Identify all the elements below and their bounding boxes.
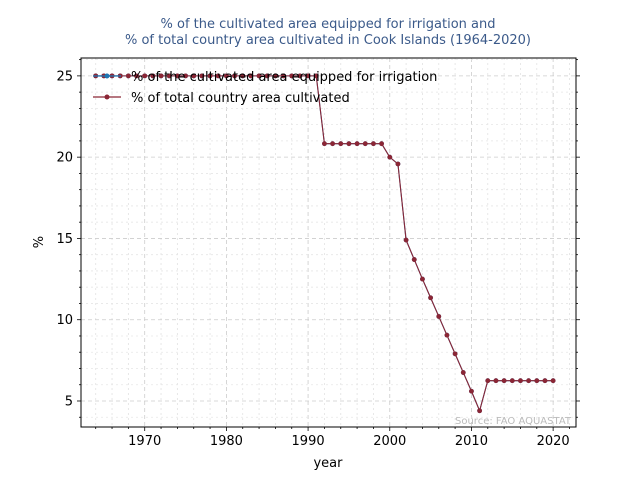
grid [81, 58, 576, 427]
x-tick-label: 1980 [210, 434, 243, 449]
y-tick-label: 15 [56, 232, 73, 247]
data-point [256, 73, 262, 79]
data-point [166, 73, 172, 79]
x-tick-label: 1990 [292, 434, 325, 449]
data-point [322, 141, 327, 147]
data-point [150, 73, 156, 79]
data-point [191, 73, 197, 79]
data-point [223, 73, 229, 79]
data-point [477, 408, 483, 414]
y-tick-label: 25 [56, 69, 73, 84]
chart-title-line-1: % of the cultivated area equipped for ir… [161, 17, 496, 32]
data-point [387, 154, 393, 160]
data-point [420, 276, 425, 282]
data-point [305, 73, 311, 79]
plot-area-frame [80, 57, 577, 428]
data-point [338, 141, 344, 147]
data-point [142, 73, 148, 79]
data-point [313, 73, 319, 79]
data-point [493, 378, 499, 384]
data-point [436, 314, 442, 319]
data-point [215, 73, 221, 79]
series-layer [93, 73, 556, 414]
y-tick-label: 20 [56, 151, 73, 166]
source-note: Source: FAO AQUASTAT [455, 416, 572, 427]
data-point [240, 73, 246, 79]
data-point [346, 141, 352, 147]
data-point [411, 257, 417, 262]
x-axis-label: year [313, 456, 343, 471]
data-point [248, 73, 254, 79]
data-point [207, 73, 213, 79]
y-tick-label: 5 [65, 394, 73, 409]
data-point [330, 141, 335, 147]
data-point [485, 378, 491, 384]
data-point [158, 73, 164, 79]
data-point [428, 295, 434, 301]
data-point [281, 73, 286, 79]
data-point [362, 141, 368, 147]
data-point [460, 370, 466, 375]
y-axis-label: % [32, 236, 47, 248]
axis-ticks: 1970 1980 1990 2000 2010 2020 5 10 15 20 25 [56, 59, 580, 449]
data-point [199, 73, 205, 79]
data-point [174, 73, 180, 79]
data-point [518, 378, 523, 384]
data-point [444, 332, 450, 338]
series-1 [93, 73, 556, 414]
legend-marker-irrigation [104, 73, 110, 79]
data-point [550, 378, 556, 384]
x-tick-label: 2020 [537, 434, 570, 449]
y-tick-label: 10 [56, 313, 73, 328]
data-point [273, 73, 278, 79]
data-point [542, 378, 548, 384]
legend-marker-cultivated [104, 94, 110, 100]
data-point [534, 378, 540, 384]
data-point [403, 237, 409, 243]
x-tick-label: 2000 [373, 434, 406, 449]
x-tick-label: 2010 [455, 434, 488, 449]
data-point [134, 73, 139, 79]
legend-label-irrigation: % of the cultivated area equipped for ir… [131, 70, 437, 85]
data-point [501, 378, 507, 384]
data-point [183, 73, 188, 79]
legend-label-cultivated: % of total country area cultivated [131, 91, 350, 106]
data-point [232, 73, 237, 79]
data-point [469, 388, 474, 394]
legend: % of the cultivated area equipped for ir… [93, 70, 437, 106]
data-point [379, 141, 384, 147]
data-point [289, 73, 295, 79]
data-point [354, 141, 360, 147]
data-point [395, 161, 401, 167]
data-point [371, 141, 376, 147]
chart-title-line-2: % of total country area cultivated in Co… [125, 33, 531, 48]
data-point [297, 73, 303, 79]
data-point [509, 378, 515, 384]
data-point [526, 378, 532, 384]
data-point [125, 73, 131, 79]
x-tick-label: 1970 [128, 434, 161, 449]
data-point [264, 73, 270, 79]
data-point [452, 351, 458, 357]
